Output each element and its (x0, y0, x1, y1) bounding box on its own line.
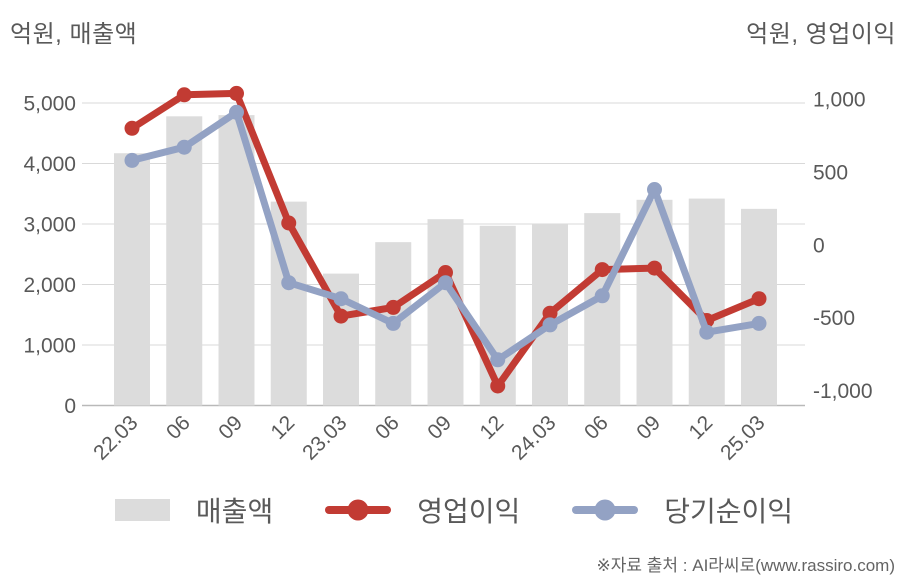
x-axis-label: 23.03 (298, 411, 351, 464)
operating-profit-point (751, 291, 767, 307)
revenue-bar (636, 199, 673, 406)
net-income-line-swatch (572, 499, 639, 521)
x-axis-label: 12 (476, 411, 509, 444)
revenue-bar (114, 153, 150, 406)
operating-profit-point (490, 378, 506, 394)
net-income-point (124, 152, 140, 168)
legend-item-revenue: 매출액 (114, 490, 274, 530)
right-axis-tick: -1,000 (813, 380, 873, 403)
operating-profit-point (385, 299, 401, 315)
right-axis-tick: -500 (813, 307, 855, 330)
plot-area: 5,000 4,000 3,000 2,000 1,000 0 1,000 500 0 -500 -… (23, 85, 873, 465)
legend: 매출액 영업이익 당기순이익 (0, 490, 908, 530)
right-axis-tick: 0 (813, 234, 825, 257)
x-axis-label: 06 (580, 411, 613, 444)
x-axis-label: 25.03 (716, 411, 769, 464)
net-income-point (542, 317, 558, 333)
operating-profit-point (333, 308, 349, 324)
x-axis-label: 09 (632, 411, 665, 444)
revenue-bar (584, 213, 621, 406)
left-axis-tick: 5,000 (23, 93, 76, 116)
legend-label-revenue: 매출액 (195, 496, 274, 527)
right-axis-tick: 1,000 (813, 89, 866, 112)
revenue-bar (166, 116, 203, 406)
net-income-point (594, 288, 610, 304)
legend-label-net-income: 당기순이익 (664, 496, 794, 527)
operating-profit-point (229, 85, 244, 101)
revenue-bar (427, 219, 464, 406)
x-axis-label: 12 (267, 411, 300, 444)
net-income-point (281, 275, 297, 291)
legend-label-operating-profit: 영업이익 (417, 496, 521, 527)
net-income-point (385, 315, 401, 331)
x-axis-label: 09 (214, 411, 247, 444)
net-income-point (647, 182, 662, 197)
operating-profit-line-swatch (325, 499, 392, 521)
x-axis-label: 09 (423, 411, 456, 444)
net-income-point (176, 139, 192, 155)
source-attribution: ※자료 출처 : AI라씨로(www.rassiro.com) (596, 556, 895, 575)
left-axis-tick: 4,000 (23, 153, 76, 176)
x-axis-label: 06 (371, 411, 404, 444)
x-axis-label: 12 (685, 411, 718, 444)
operating-profit-point (281, 215, 297, 231)
operating-profit-point (647, 260, 662, 276)
net-income-point (229, 104, 244, 120)
left-axis-tick: 3,000 (23, 214, 76, 237)
right-axis-title: 억원, 영업이익 (746, 21, 896, 48)
right-axis-tick: 500 (813, 162, 848, 185)
net-income-dot-swatch (594, 499, 616, 521)
left-axis-tick: 0 (64, 395, 76, 418)
net-income-point (490, 352, 506, 368)
legend-item-net-income: 당기순이익 (572, 490, 793, 530)
net-income-point (699, 324, 715, 340)
left-axis-title: 억원, 매출액 (10, 21, 138, 48)
left-axis-tick: 2,000 (23, 274, 76, 297)
net-income-point (438, 275, 453, 291)
x-axis-label: 24.03 (507, 411, 560, 464)
x-axis-label: 22.03 (89, 411, 142, 464)
operating-profit-point (124, 120, 140, 136)
x-axis-label: 06 (162, 411, 195, 444)
operating-profit-point (176, 87, 192, 103)
revenue-bar (218, 115, 255, 406)
left-axis-tick: 1,000 (23, 335, 76, 358)
net-income-point (333, 291, 349, 307)
operating-profit-point (542, 305, 558, 321)
legend-item-operating-profit: 영업이익 (325, 490, 520, 530)
revenue-bar-swatch (114, 499, 170, 521)
operating-profit-dot-swatch (347, 499, 369, 521)
revenue-bar (479, 225, 516, 406)
operating-profit-point (594, 262, 610, 278)
net-income-point (751, 315, 767, 331)
